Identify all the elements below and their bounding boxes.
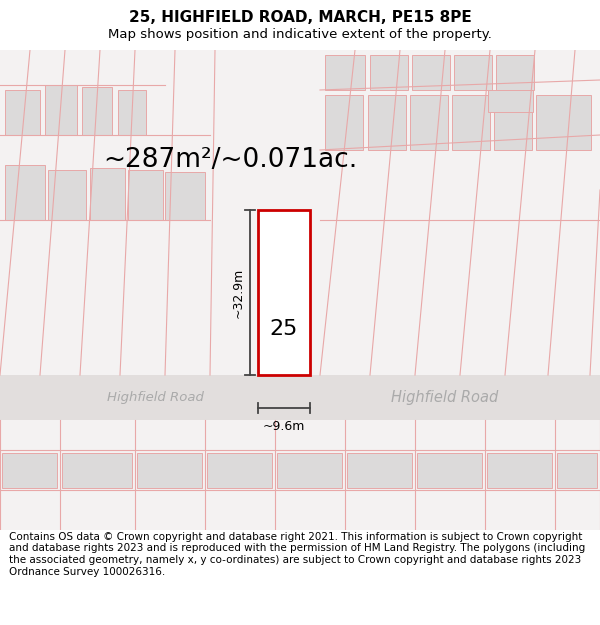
Text: Contains OS data © Crown copyright and database right 2021. This information is : Contains OS data © Crown copyright and d… <box>9 532 585 577</box>
Bar <box>207 453 272 488</box>
Bar <box>496 55 534 90</box>
Bar <box>82 87 112 135</box>
Bar <box>557 453 597 488</box>
Bar <box>5 165 45 220</box>
Bar <box>536 95 591 150</box>
Text: ~287m²/~0.071ac.: ~287m²/~0.071ac. <box>103 147 357 173</box>
Bar <box>128 170 163 220</box>
Bar <box>137 453 202 488</box>
Bar <box>0 375 600 420</box>
Bar <box>494 95 532 150</box>
Bar <box>325 55 365 90</box>
Bar <box>258 210 310 375</box>
Bar <box>277 453 342 488</box>
Text: 25: 25 <box>270 319 298 339</box>
Text: ~32.9m: ~32.9m <box>232 268 245 318</box>
Bar <box>487 453 552 488</box>
Bar <box>118 90 146 135</box>
Text: ~9.6m: ~9.6m <box>263 420 305 433</box>
Bar <box>488 90 533 112</box>
Bar <box>368 95 406 150</box>
Bar <box>5 90 40 135</box>
Bar <box>48 170 86 220</box>
Bar <box>90 168 125 220</box>
Bar <box>370 55 408 90</box>
Bar <box>325 95 363 150</box>
Bar <box>165 172 205 220</box>
Text: Highfield Road: Highfield Road <box>107 391 203 404</box>
Bar <box>45 85 77 135</box>
Bar <box>417 453 482 488</box>
Bar <box>410 95 448 150</box>
Text: Map shows position and indicative extent of the property.: Map shows position and indicative extent… <box>108 28 492 41</box>
Bar <box>62 453 132 488</box>
Bar <box>452 95 490 150</box>
Bar <box>412 55 450 90</box>
Bar <box>2 453 57 488</box>
Bar <box>347 453 412 488</box>
Text: Highfield Road: Highfield Road <box>391 390 499 405</box>
Bar <box>454 55 492 90</box>
Text: 25, HIGHFIELD ROAD, MARCH, PE15 8PE: 25, HIGHFIELD ROAD, MARCH, PE15 8PE <box>128 10 472 25</box>
